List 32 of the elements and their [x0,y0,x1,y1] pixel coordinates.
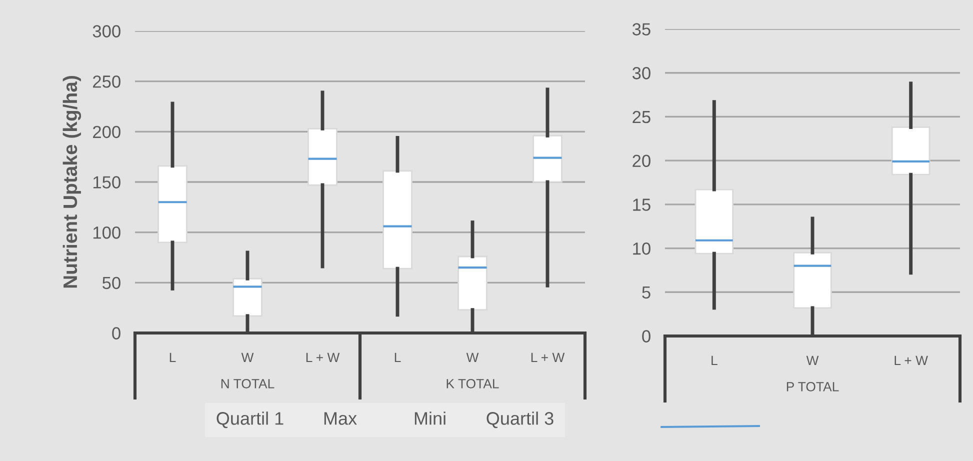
y-tick-label: 0 [642,330,650,342]
y-tick-label: 50 [102,276,120,290]
y-tick-label: 300 [92,25,120,38]
x-axis-title: N TOTAL [221,378,274,388]
text: Max [324,412,357,425]
text: Mini [414,412,446,425]
x-tick-label: L + W [894,356,928,366]
y-tick-label: 30 [632,67,650,80]
y-tick-label: 200 [93,126,120,138]
x-tick-label: L [170,352,176,362]
y-tick-label: 100 [93,226,120,239]
y-axis-title: Nutrient Uptake (kg/ha) [62,76,82,288]
y-tick-label: 250 [93,76,120,88]
y-tick-label: 20 [632,154,650,168]
y-tick-label: 150 [93,176,120,188]
y-tick-label: 10 [633,242,650,255]
x-tick-label: L + W [531,352,565,362]
y-tick-label: 35 [632,23,650,36]
text: Quartil 1 [216,412,284,428]
y-tick-label: 0 [112,327,120,340]
x-tick-label: L [712,356,718,366]
y-tick-label: 5 [642,286,650,299]
x-tick-label: L + W [306,352,340,362]
x-tick-label: W [466,352,479,362]
x-axis-title: K TOTAL [446,378,499,388]
x-tick-label: W [241,352,254,362]
y-tick-label: 15 [633,198,650,211]
text: Quartil 3 [486,412,554,428]
y-tick-label: 25 [632,110,650,124]
x-tick-label: W [806,356,819,366]
x-tick-label: L [394,352,401,362]
x-axis-title: P TOTAL [786,382,839,392]
